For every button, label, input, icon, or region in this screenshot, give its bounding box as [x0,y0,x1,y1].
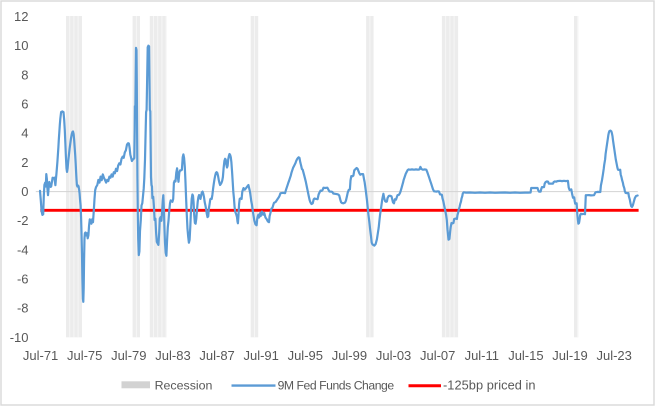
svg-text:-8: -8 [17,301,29,316]
svg-text:-2: -2 [17,213,29,228]
svg-text:6: 6 [21,97,28,112]
svg-text:Jul-91: Jul-91 [243,348,278,363]
svg-text:Jul-95: Jul-95 [288,348,323,363]
svg-text:Jul-07: Jul-07 [420,348,455,363]
svg-text:Jul-03: Jul-03 [376,348,411,363]
svg-text:-125bp priced in: -125bp priced in [443,378,536,393]
svg-text:0: 0 [21,184,28,199]
svg-text:Jul-87: Jul-87 [199,348,234,363]
svg-text:-4: -4 [17,242,29,257]
svg-text:Recession: Recession [155,379,213,393]
svg-text:Jul-11: Jul-11 [465,348,499,363]
svg-text:Jul-19: Jul-19 [552,348,587,363]
svg-text:Jul-99: Jul-99 [332,348,367,363]
svg-text:Jul-83: Jul-83 [155,348,190,363]
svg-text:Jul-15: Jul-15 [508,348,543,363]
svg-text:Jul-75: Jul-75 [67,348,102,363]
svg-text:-6: -6 [17,272,29,287]
svg-text:2: 2 [21,155,28,170]
svg-text:12: 12 [14,9,28,24]
svg-text:Jul-23: Jul-23 [596,348,631,363]
svg-text:8: 8 [21,67,28,82]
svg-text:9M Fed Funds Change: 9M Fed Funds Change [278,379,395,393]
svg-text:10: 10 [14,38,28,53]
svg-text:4: 4 [21,126,28,141]
svg-text:Jul-71: Jul-71 [23,348,58,363]
svg-text:-10: -10 [10,330,29,345]
svg-text:Jul-79: Jul-79 [111,348,146,363]
